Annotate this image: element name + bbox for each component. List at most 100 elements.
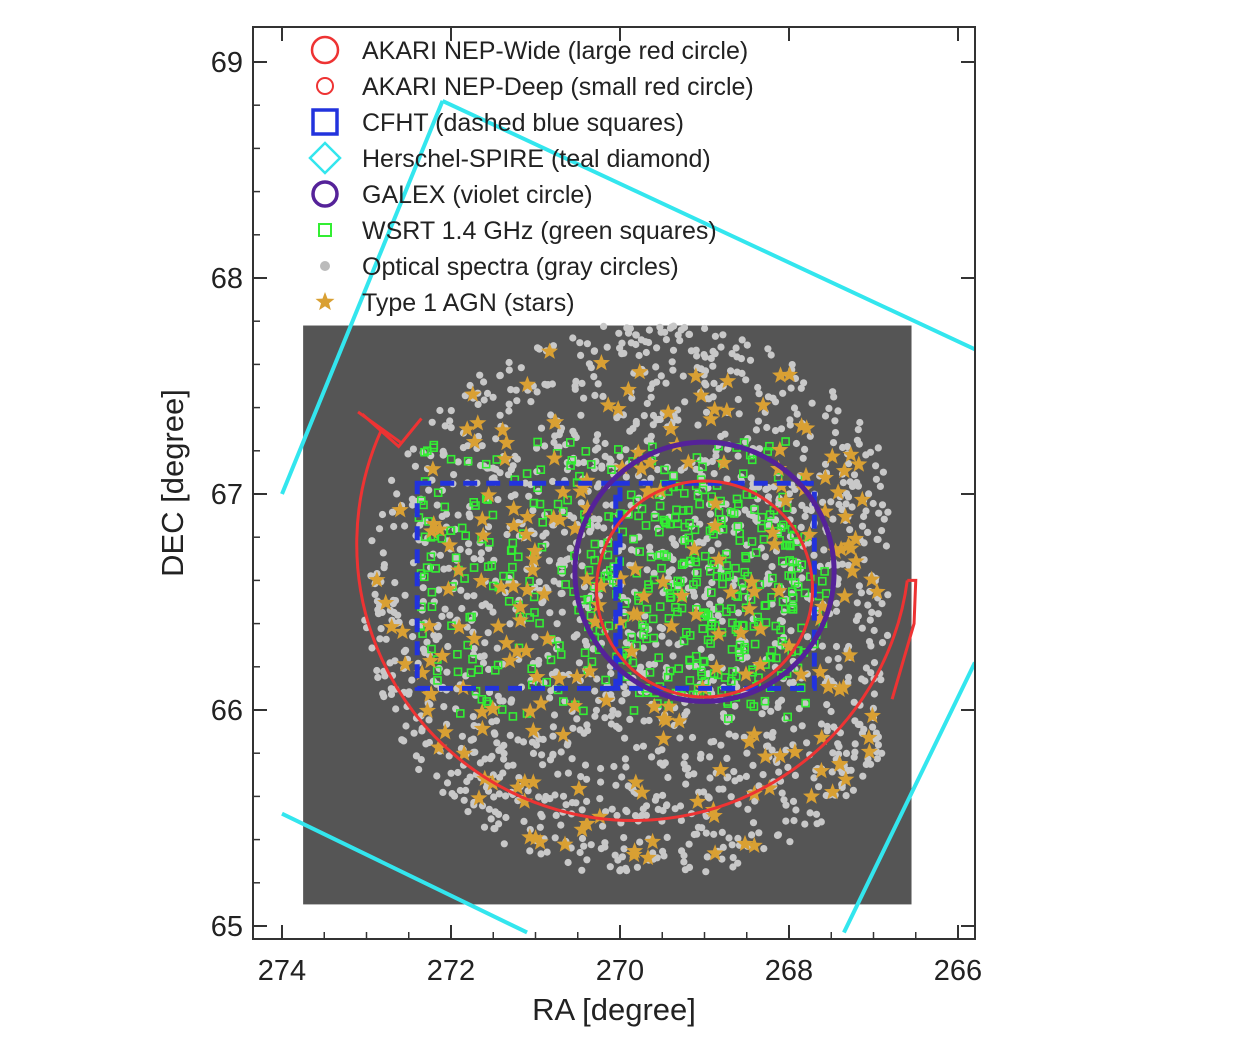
- y-tick-label: 65: [211, 911, 243, 943]
- wsrt-point: [604, 512, 613, 521]
- optical-spectrum-point: [637, 663, 645, 671]
- wsrt-point: [471, 501, 480, 510]
- agn-point: [532, 694, 550, 711]
- optical-spectrum-point: [832, 607, 841, 615]
- legend-item: Type 1 AGN (stars): [315, 289, 575, 317]
- optical-spectrum-point: [640, 717, 648, 725]
- herschel-spire-edge-4: [842, 661, 975, 934]
- akari-nep-wide-boundary: [355, 428, 909, 822]
- wsrt-point: [786, 604, 796, 614]
- optical-spectrum-point: [629, 535, 637, 543]
- optical-spectrum-point: [687, 347, 696, 355]
- wsrt-point: [525, 576, 534, 586]
- agn-point: [814, 597, 832, 614]
- optical-spectrum-point: [498, 744, 506, 752]
- agn-point: [803, 787, 821, 804]
- optical-spectrum-point: [787, 627, 795, 635]
- optical-spectrum-point: [701, 353, 709, 361]
- wsrt-point: [753, 617, 763, 627]
- y-tick-label: 69: [211, 47, 243, 79]
- optical-spectrum-point: [874, 444, 882, 452]
- agn-point: [823, 447, 841, 464]
- wsrt-point: [712, 571, 722, 581]
- agn-point: [754, 396, 772, 413]
- optical-spectrum-point: [730, 768, 738, 776]
- optical-spectrum-point: [676, 802, 685, 810]
- optical-spectrum-point: [474, 400, 482, 408]
- optical-spectrum-point: [688, 733, 697, 742]
- agn-point: [687, 605, 705, 622]
- wsrt-point: [746, 699, 756, 709]
- optical-spectrum-point: [820, 546, 828, 554]
- optical-spectrum-point: [496, 411, 504, 419]
- agn-point: [756, 747, 774, 764]
- optical-spectrum-point: [661, 759, 669, 767]
- optical-spectrum-point: [874, 733, 883, 741]
- optical-spectrum-point: [506, 731, 514, 740]
- x-tick-label: 274: [258, 955, 306, 987]
- wsrt-point: [693, 491, 703, 501]
- optical-spectrum-point: [842, 792, 850, 800]
- legend-label: CFHT (dashed blue squares): [362, 109, 684, 137]
- optical-spectrum-point: [380, 561, 388, 569]
- optical-spectrum-point: [801, 699, 809, 708]
- agn-point: [570, 779, 588, 797]
- optical-spectrum-point: [867, 642, 875, 650]
- optical-spectrum-point: [454, 458, 462, 466]
- agn-point: [496, 450, 514, 467]
- optical-spectrum-point: [878, 501, 887, 509]
- optical-spectrum-point: [707, 738, 715, 746]
- optical-spectrum-point: [624, 782, 632, 790]
- optical-spectrum-point: [729, 863, 737, 871]
- wsrt-point: [782, 540, 792, 550]
- agn-point: [396, 655, 414, 672]
- optical-spectrum-point: [718, 828, 726, 837]
- wsrt-point: [497, 705, 507, 714]
- optical-spectrum-point: [771, 398, 780, 406]
- optical-spectrum-point: [754, 417, 763, 425]
- optical-spectrum-point: [598, 464, 606, 472]
- optical-spectrum-point: [729, 854, 737, 862]
- optical-spectrum-point: [436, 406, 444, 415]
- wsrt-point: [645, 668, 655, 677]
- optical-spectrum-point: [649, 411, 658, 420]
- optical-spectrum-point: [670, 540, 678, 548]
- wsrt-point: [556, 650, 566, 659]
- wsrt-point: [699, 612, 708, 621]
- optical-spectrum-point: [862, 664, 871, 672]
- wsrt-point: [747, 537, 757, 546]
- wsrt-point: [685, 676, 695, 685]
- optical-spectrum-point: [560, 528, 569, 536]
- optical-spectrum-point: [870, 690, 879, 698]
- optical-spectrum-point: [458, 604, 466, 613]
- optical-spectrum-point: [731, 702, 739, 710]
- agn-point: [743, 573, 761, 590]
- optical-spectrum-point: [485, 603, 494, 611]
- optical-spectrum-point: [808, 399, 816, 407]
- optical-spectrum-point: [377, 625, 385, 633]
- y-tick-label: 66: [211, 695, 243, 727]
- optical-spectrum-point: [512, 386, 520, 394]
- wsrt-point: [664, 613, 674, 623]
- agn-point: [623, 642, 641, 659]
- wsrt-point: [628, 658, 638, 668]
- optical-spectrum-point: [847, 766, 855, 774]
- agn-point: [508, 642, 526, 659]
- optical-spectrum-point: [623, 689, 631, 697]
- optical-spectrum-point: [571, 385, 579, 393]
- optical-spectrum-point: [553, 620, 561, 628]
- optical-spectrum-point: [539, 761, 547, 769]
- optical-spectrum-point: [502, 813, 510, 822]
- optical-spectrum-point: [618, 853, 627, 861]
- optical-spectrum-point: [685, 330, 693, 338]
- optical-spectrum-point: [676, 337, 684, 345]
- agn-point: [473, 703, 491, 720]
- optical-spectrum-point: [761, 553, 769, 561]
- optical-spectrum-point: [580, 458, 588, 466]
- wsrt-point: [751, 548, 761, 557]
- agn-point: [644, 832, 662, 850]
- optical-spectrum-point: [709, 362, 717, 370]
- agn-point: [612, 569, 630, 586]
- optical-spectrum-point: [690, 592, 699, 600]
- agn-point: [831, 755, 849, 772]
